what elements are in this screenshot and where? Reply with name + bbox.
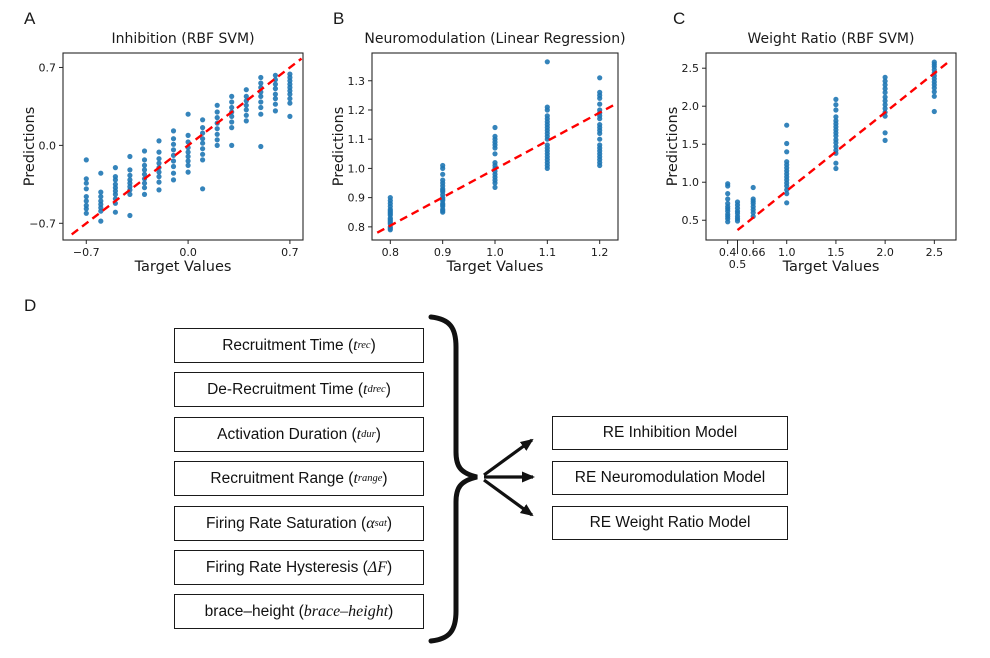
arrow-to-weight-ratio-model [483,478,534,517]
parameter-symbol: brace–height [303,602,389,620]
parameter-name: De-Recruitment Time ( [207,380,363,398]
svg-text:0.0: 0.0 [39,139,57,152]
svg-text:1.0: 1.0 [778,246,796,259]
parameter-paren: ) [386,514,393,532]
y-axis-ticks: 0.7 0.0 −0.7 [29,61,63,230]
svg-text:1.3: 1.3 [348,75,366,88]
svg-text:2.0: 2.0 [876,246,894,259]
parameter-paren: ) [385,380,391,398]
svg-text:−0.7: −0.7 [29,217,56,230]
parameter-paren: ) [388,602,394,620]
x-axis-label: Target Values [134,259,232,275]
parameter-box: Recruitment Range (t range) [174,461,424,496]
parameter-subscript: rec [357,340,371,351]
svg-text:2.0: 2.0 [682,100,700,113]
svg-text:1.0: 1.0 [486,246,504,259]
parameter-subscript: range [357,473,383,484]
arrow-to-inhibition-model [483,438,534,477]
axes-frame [705,52,957,241]
y-axis-label: Predictions [331,107,347,187]
y-axis-ticks: 2.5 2.0 1.5 1.0 0.5 [682,62,706,227]
scatter-chart-inhibition: −0.7 0.0 0.7 0.7 0.0 −0.7 Inhibition (RBF SVM)… [22,31,304,275]
svg-text:0.66: 0.66 [741,246,766,259]
svg-text:0.9: 0.9 [348,192,366,205]
svg-text:2.5: 2.5 [926,246,944,259]
svg-text:0.7: 0.7 [39,61,57,74]
parameter-name: Firing Rate Saturation ( [205,514,367,532]
svg-text:1.5: 1.5 [682,138,700,151]
parameter-name: Recruitment Time ( [222,336,354,354]
parameter-symbol: α [366,514,375,532]
x-axis-ticks: 0.40.50.66 1.0 1.5 2.0 2.5 [719,240,943,271]
model-box: RE Neuromodulation Model [552,461,788,495]
parameter-paren: ) [382,469,388,487]
parameter-name: Activation Duration ( [217,425,357,443]
chart-title: Neuromodulation (Linear Regression) [364,31,625,47]
identity-line [736,59,951,232]
parameter-subscript: sat [374,518,387,529]
svg-text:1.2: 1.2 [591,246,609,259]
model-box: RE Weight Ratio Model [552,506,788,540]
svg-text:0.5: 0.5 [682,214,700,227]
scatter-points [83,71,293,224]
scatter-chart-neuromodulation: 0.8 0.9 1.0 1.1 1.2 1.3 1.2 1.1 1.0 0.9 0.8 Neuromo… [331,31,626,275]
svg-text:0.0: 0.0 [179,246,197,259]
svg-text:0.8: 0.8 [382,246,400,259]
model-box: RE Inhibition Model [552,416,788,450]
scatter-points [387,59,603,233]
y-axis-ticks: 1.3 1.2 1.1 1.0 0.9 0.8 [348,75,372,234]
parameter-symbol: ΔF [367,558,387,576]
x-axis-ticks: −0.7 0.0 0.7 [73,240,299,259]
parameter-symbol: t [356,425,362,443]
svg-text:1.2: 1.2 [348,104,366,117]
parameter-box: brace–height (brace–height) [174,594,424,629]
parameter-subscript: dur [361,429,376,440]
parameter-paren: ) [370,336,376,354]
chart-title: Weight Ratio (RBF SVM) [748,31,915,47]
identity-line [376,103,615,234]
parameter-name: Firing Rate Hysteresis ( [205,558,368,576]
x-axis-ticks: 0.8 0.9 1.0 1.1 1.2 [382,240,609,259]
identity-line [70,57,303,236]
panel-label-b: B [333,9,345,28]
parameter-paren: ) [375,425,381,443]
parameter-name: brace–height ( [204,602,304,620]
curly-brace [428,314,478,644]
parameter-symbol: t [353,469,358,487]
svg-text:0.5: 0.5 [729,258,747,271]
parameter-symbol: t [363,380,368,398]
parameter-box: Firing Rate Saturation (α sat) [174,506,424,541]
parameter-box: Activation Duration (t dur) [174,417,424,452]
svg-text:0.4: 0.4 [719,246,737,259]
y-axis-label: Predictions [665,107,681,187]
svg-text:1.5: 1.5 [827,246,845,259]
parameter-subscript: drec [367,384,386,395]
y-axis-label: Predictions [22,107,38,187]
scatter-chart-weight-ratio: 0.40.50.66 1.0 1.5 2.0 2.52.52.01.51.00.5Wei… [665,31,957,275]
svg-text:1.1: 1.1 [539,246,557,259]
svg-text:1.1: 1.1 [348,133,366,146]
svg-text:2.5: 2.5 [682,62,700,75]
panel-label-d: D [24,296,37,315]
svg-text:1.0: 1.0 [682,176,700,189]
axes-frame [62,52,304,241]
panel-label-c: C [673,9,686,28]
parameter-box: Firing Rate Hysteresis (ΔF) [174,550,424,585]
panel-label-a: A [24,9,36,28]
svg-text:0.9: 0.9 [434,246,452,259]
parameter-paren: ) [386,558,393,576]
parameter-symbol: t [353,336,358,354]
parameter-box: De-Recruitment Time (t drec) [174,372,424,407]
x-axis-label: Target Values [446,259,544,275]
svg-text:0.7: 0.7 [281,246,299,259]
parameter-name: Recruitment Range ( [210,469,354,487]
svg-text:0.8: 0.8 [348,221,366,234]
x-axis-label: Target Values [782,259,880,275]
svg-text:1.0: 1.0 [348,162,366,175]
svg-text:−0.7: −0.7 [73,246,100,259]
scatter-points [725,59,937,225]
parameter-box: Recruitment Time (t rec) [174,328,424,363]
chart-title: Inhibition (RBF SVM) [111,31,254,47]
